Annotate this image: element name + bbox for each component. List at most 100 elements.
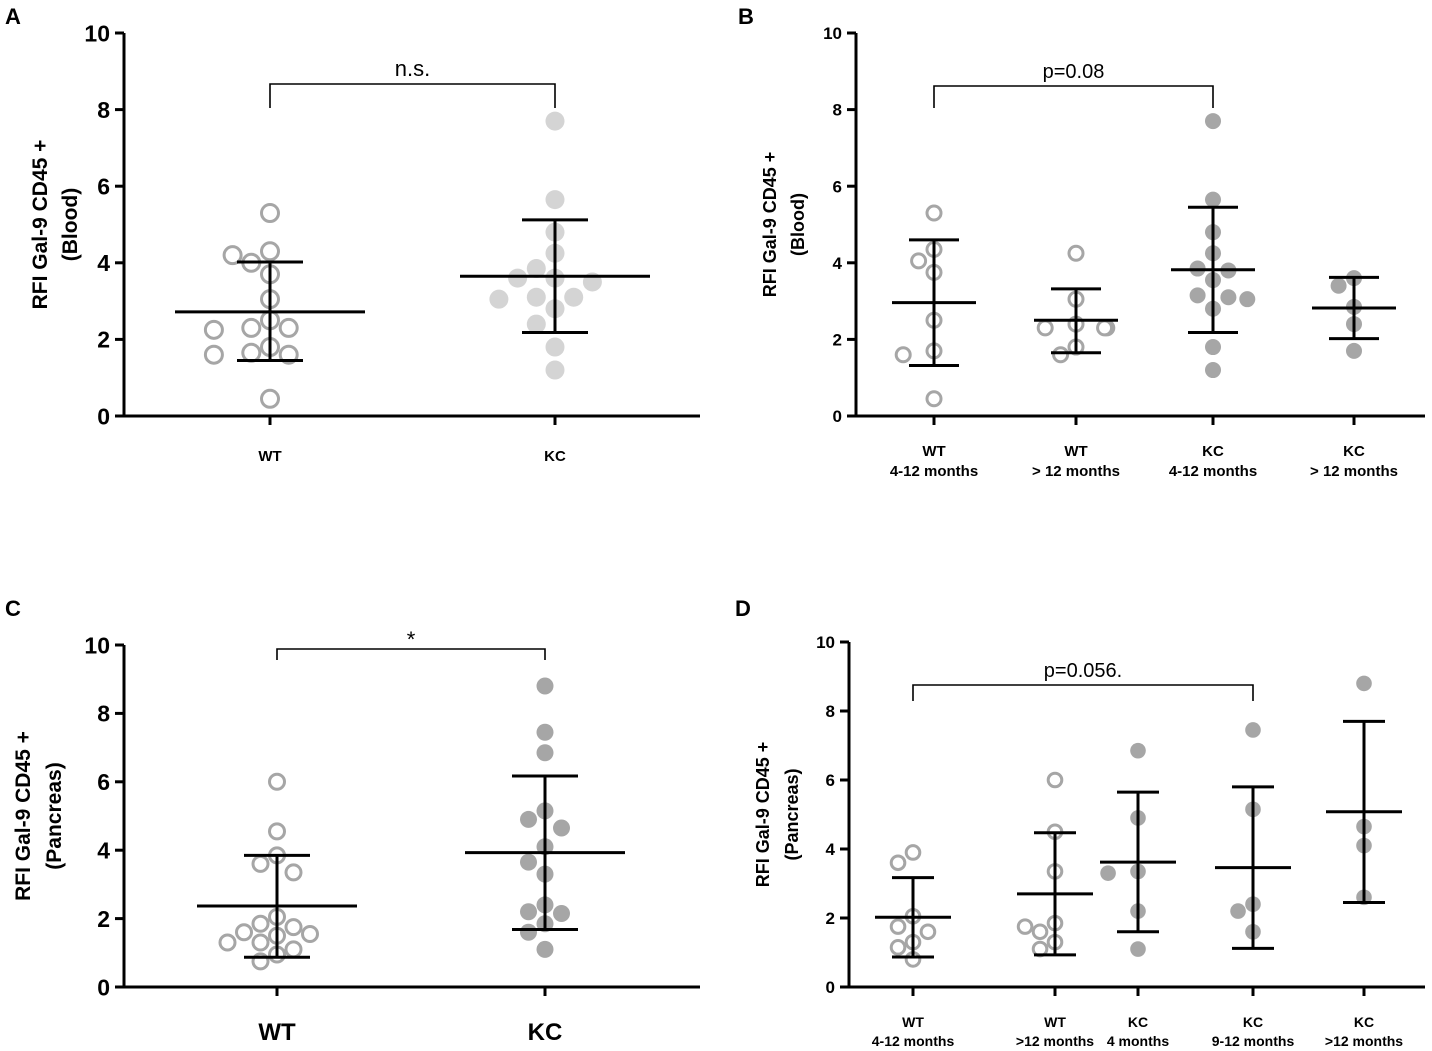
data-point xyxy=(526,259,546,279)
y-axis-title: RFI Gal-9 CD45 + xyxy=(29,140,52,310)
y-tick-label: 4 xyxy=(833,254,843,273)
data-point xyxy=(251,854,270,873)
panel-a-blood-wt-vs-kc: A 0 2 4 6 8 10 RFI Gal-9 CD45 + (Blood) WT KC n.s. xyxy=(5,4,700,465)
y-tick-label: 2 xyxy=(833,331,842,350)
data-point xyxy=(1346,342,1362,359)
data-point xyxy=(222,245,243,266)
data-point xyxy=(526,314,546,334)
data-point xyxy=(1220,289,1237,306)
panel-b-blood-by-age: B 0 2 4 6 8 10 RFI Gal-9 CD45 + (Blood) WT 4-12 mo… xyxy=(738,4,1425,480)
data-point xyxy=(241,317,262,338)
data-point xyxy=(564,287,584,307)
data-point xyxy=(1230,903,1246,919)
x-category-label: 4 months xyxy=(1107,1033,1169,1049)
data-point xyxy=(925,390,943,408)
y-tick-label: 6 xyxy=(833,177,842,196)
x-category-label: 4-12 months xyxy=(1169,463,1257,480)
significance-bracket xyxy=(933,85,1214,108)
data-point xyxy=(251,914,270,933)
y-tick-label: 10 xyxy=(816,633,835,652)
data-point xyxy=(203,319,224,340)
panel-letter: A xyxy=(5,4,21,29)
y-axis-title: RFI Gal-9 CD45 + xyxy=(753,742,773,888)
data-point xyxy=(889,939,907,956)
x-category-label: KC xyxy=(1243,1014,1263,1030)
data-point xyxy=(894,346,912,364)
y-tick-label: 8 xyxy=(97,701,110,727)
data-point xyxy=(278,317,299,338)
x-category-label: > 12 months xyxy=(1032,463,1120,480)
x-category-label: KC xyxy=(1354,1014,1374,1030)
data-point xyxy=(203,344,224,365)
y-tick-label: 0 xyxy=(97,974,110,1000)
y-tick-label: 6 xyxy=(97,173,110,199)
data-point xyxy=(1100,865,1116,881)
significance-bracket xyxy=(912,684,1254,701)
x-category-label: WT xyxy=(1044,1014,1066,1030)
data-point xyxy=(1031,923,1049,941)
data-point xyxy=(268,822,286,841)
y-tick-label: 0 xyxy=(826,978,835,997)
data-point xyxy=(536,723,554,741)
data-point xyxy=(545,337,565,357)
significance-bracket xyxy=(276,648,546,660)
data-point xyxy=(1205,191,1221,208)
data-point xyxy=(508,268,528,288)
y-tick-label: 10 xyxy=(84,20,110,46)
data-point xyxy=(1330,277,1347,294)
data-point xyxy=(545,360,565,380)
y-tick-label: 6 xyxy=(97,769,110,795)
data-point xyxy=(910,252,928,270)
data-point xyxy=(1239,291,1256,308)
y-axis-title: (Pancreas) xyxy=(782,768,802,860)
x-category-label: WT xyxy=(922,443,945,460)
x-category-label: KC xyxy=(544,448,566,465)
y-tick-label: 2 xyxy=(97,327,110,353)
data-point xyxy=(489,289,509,309)
data-point xyxy=(553,904,570,922)
data-point xyxy=(284,940,303,959)
data-point xyxy=(260,203,280,224)
data-point xyxy=(1130,742,1146,759)
data-point xyxy=(284,918,303,937)
data-point xyxy=(301,924,319,943)
data-point xyxy=(520,810,537,828)
x-category-label: > 12 months xyxy=(1310,463,1398,480)
panel-letter: B xyxy=(738,4,754,29)
data-point xyxy=(251,933,270,952)
x-category-label: WT xyxy=(1064,443,1087,460)
data-point xyxy=(1205,113,1221,130)
data-point xyxy=(904,844,922,861)
data-point xyxy=(925,204,943,222)
y-tick-label: 4 xyxy=(97,837,110,863)
y-tick-label: 8 xyxy=(97,97,110,123)
x-category-label: 4-12 months xyxy=(890,463,978,480)
x-category-label: >12 months xyxy=(1325,1033,1403,1049)
y-tick-label: 8 xyxy=(833,101,842,120)
data-point xyxy=(284,863,303,882)
y-axis-title: RFI Gal-9 CD45 + xyxy=(12,731,35,901)
x-category-label: KC xyxy=(1128,1014,1148,1030)
data-point xyxy=(1130,941,1146,957)
data-point xyxy=(1036,319,1054,337)
data-point xyxy=(889,854,907,872)
y-tick-label: 10 xyxy=(84,632,110,658)
data-point xyxy=(526,287,546,307)
data-point xyxy=(260,241,280,262)
significance-label: p=0.056. xyxy=(1044,660,1122,682)
y-tick-label: 0 xyxy=(97,403,110,429)
x-category-label: WT xyxy=(258,1019,296,1046)
data-point xyxy=(1356,675,1372,692)
data-point xyxy=(260,388,280,409)
panel-letter: C xyxy=(5,596,21,621)
data-point xyxy=(545,190,565,210)
panel-d-pancreas-by-age: D 0 2 4 6 8 10 RFI Gal-9 CD45 + (Pancreas) WT 4-12… xyxy=(735,596,1425,1049)
significance-label: * xyxy=(407,627,416,652)
x-category-label: 9-12 months xyxy=(1212,1033,1295,1049)
x-category-label: WT xyxy=(258,448,281,465)
data-point xyxy=(1052,346,1070,364)
panel-c-pancreas-wt-vs-kc: C 0 2 4 6 8 10 RFI Gal-9 CD45 + (Pancreas) WT KC * xyxy=(5,596,700,1046)
y-tick-label: 4 xyxy=(97,250,110,276)
data-point xyxy=(1067,244,1085,262)
